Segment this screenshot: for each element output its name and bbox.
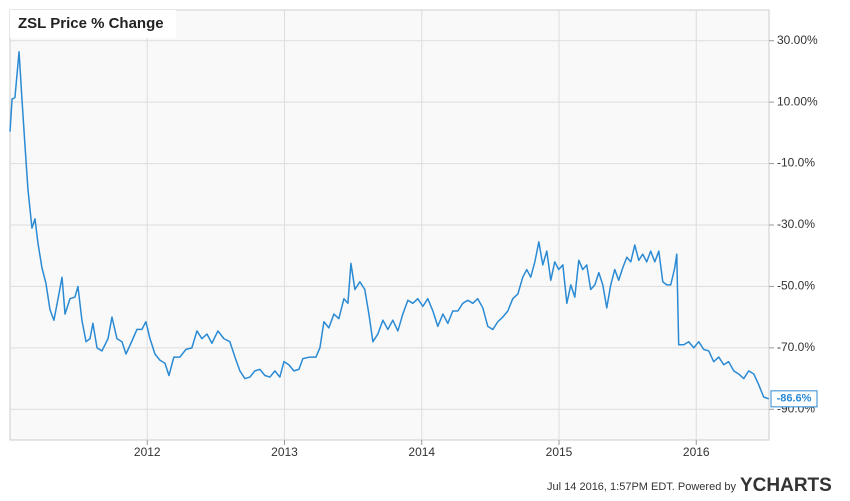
y-tick-label: -10.0% bbox=[777, 156, 815, 170]
y-tick-label: 30.00% bbox=[777, 33, 818, 47]
price-line bbox=[9, 51, 769, 400]
x-tick-label: 2012 bbox=[134, 445, 161, 459]
x-tick-label: 2013 bbox=[271, 445, 298, 459]
title-box bbox=[10, 10, 176, 38]
chart-title: ZSL Price % Change bbox=[18, 15, 164, 32]
last-value-label: -86.6% bbox=[777, 393, 812, 405]
y-tick-label: 10.00% bbox=[777, 94, 818, 108]
grid bbox=[10, 10, 769, 440]
y-tick-label: -70.0% bbox=[777, 340, 815, 354]
x-tick-label: 2016 bbox=[683, 445, 710, 459]
footer: Jul 14 2016, 1:57PM EDT. Powered by bbox=[547, 481, 736, 493]
y-tick-label: -30.0% bbox=[777, 217, 815, 231]
x-tick-label: 2015 bbox=[546, 445, 573, 459]
x-tick-label: 2014 bbox=[408, 445, 435, 459]
brand-logo: YCHARTS bbox=[740, 475, 832, 496]
last-value-box bbox=[770, 390, 818, 408]
y-tick-label: -50.0% bbox=[777, 279, 815, 293]
